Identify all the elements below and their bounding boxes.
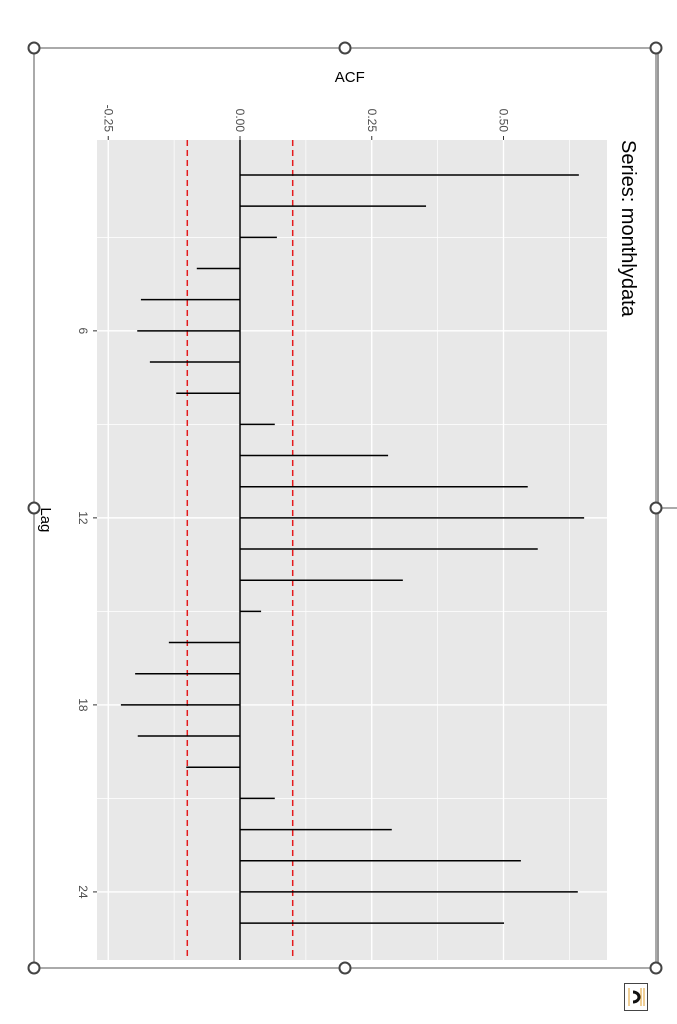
- selection-frame[interactable]: [27, 41, 677, 975]
- y-axis-title: ACF: [335, 69, 365, 86]
- x-tick-label: 6: [76, 328, 90, 335]
- resize-handle[interactable]: [338, 41, 352, 55]
- x-axis-title: Lag: [37, 507, 54, 532]
- x-tick-label: 18: [76, 698, 90, 712]
- resize-handle[interactable]: [27, 41, 41, 55]
- y-tick-label: 0.25: [365, 109, 379, 133]
- x-tick-label: 24: [76, 885, 90, 899]
- y-tick-label: 0.00: [233, 109, 247, 133]
- resize-handle[interactable]: [338, 961, 352, 975]
- resize-handle[interactable]: [649, 41, 663, 55]
- resize-handle[interactable]: [27, 961, 41, 975]
- layout-options-icon[interactable]: [624, 983, 648, 1011]
- y-tick-label: -0.25: [101, 105, 115, 133]
- resize-handle[interactable]: [649, 501, 663, 515]
- resize-handle[interactable]: [27, 501, 41, 515]
- x-tick-label: 12: [76, 511, 90, 525]
- chart-title: Series: monthlydata: [617, 140, 639, 318]
- acf-chart: -0.25 0.00 0.25 0.50 6 12 18 24 ACF Lag Series: mo…: [37, 69, 639, 960]
- resize-handle[interactable]: [649, 961, 663, 975]
- plot-panel: [97, 140, 607, 960]
- y-tick-label: 0.50: [497, 109, 511, 133]
